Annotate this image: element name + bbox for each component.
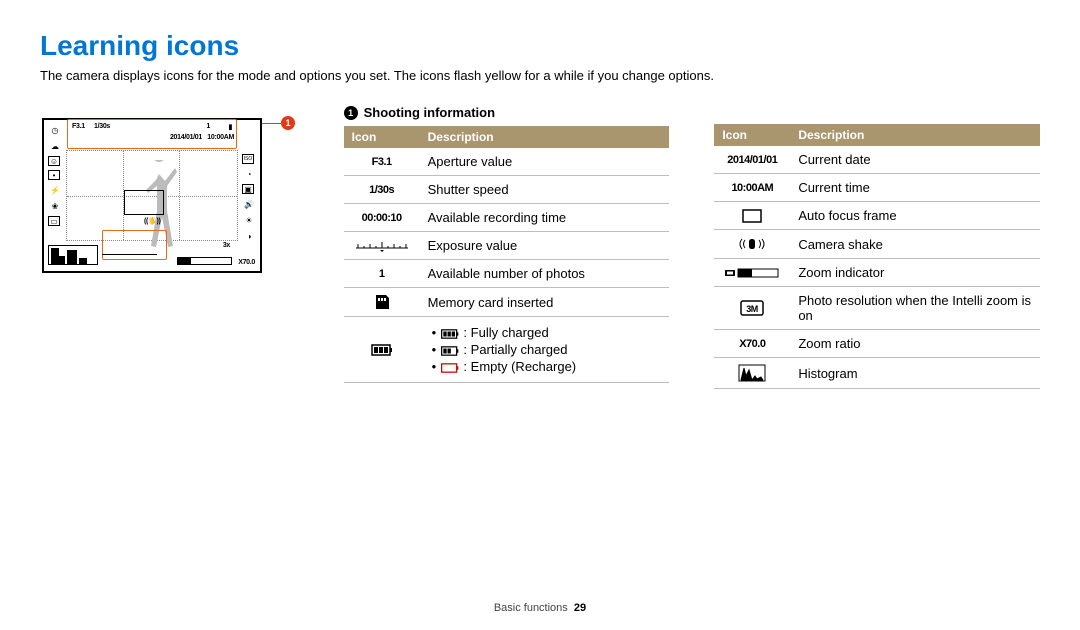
zoom-badge-mini: 3x bbox=[223, 242, 230, 249]
table-row: 3M Photo resolution when the Intelli zoo… bbox=[714, 287, 1040, 330]
icon-table-1: Icon Description F3.1 Aperture value 1/3… bbox=[344, 126, 670, 383]
table-row: 10:00AM Current time bbox=[714, 174, 1040, 202]
icon-date: 2014/01/01 bbox=[714, 146, 790, 174]
table-row: 2014/01/01 Current date bbox=[714, 146, 1040, 174]
icon-zoom-ratio: X70.0 bbox=[714, 330, 790, 358]
icon-rectime: 00:00:10 bbox=[344, 204, 420, 232]
iso-icon: ISO bbox=[242, 154, 254, 164]
sound-icon: 🔊 bbox=[242, 198, 256, 210]
desc-resolution: Photo resolution when the Intelli zoom i… bbox=[790, 287, 1040, 330]
desc-aperture: Aperture value bbox=[420, 148, 670, 176]
focus-frame bbox=[124, 190, 164, 215]
content-columns: 1 ◷ ☁ ☺ • ⚡ ❀ ▭ F3.1 1/30s 1 ▮ 2014/01/0… bbox=[40, 105, 1040, 389]
left-icon-stack: ◷ ☁ ☺ • ⚡ ❀ ▭ bbox=[48, 124, 62, 226]
camera-illustration: 1 ◷ ☁ ☺ • ⚡ ❀ ▭ F3.1 1/30s 1 ▮ 2014/01/0… bbox=[40, 105, 299, 389]
cloud-icon: ☁ bbox=[48, 140, 62, 152]
th-icon-2: Icon bbox=[714, 124, 790, 146]
footer-page: 29 bbox=[574, 602, 586, 614]
desc-zoom-ind: Zoom indicator bbox=[790, 259, 1040, 287]
page-subtitle: The camera displays icons for the mode a… bbox=[40, 68, 1040, 83]
flash-icon: ⚡ bbox=[48, 184, 62, 196]
table-row: Histogram bbox=[714, 358, 1040, 389]
af-icon: ▣ bbox=[242, 184, 254, 194]
desc-time: Current time bbox=[790, 174, 1040, 202]
zoom-ratio-mini: X70.0 bbox=[238, 259, 255, 266]
exposure-scale-icon bbox=[344, 232, 420, 260]
section-header: 1 Shooting information bbox=[344, 105, 670, 120]
screen-shots: 1 bbox=[206, 123, 210, 130]
icon-time: 10:00AM bbox=[714, 174, 790, 202]
callout-badge: 1 bbox=[281, 116, 295, 130]
desc-date: Current date bbox=[790, 146, 1040, 174]
footer-section: Basic functions bbox=[494, 602, 568, 614]
th-icon: Icon bbox=[344, 126, 420, 148]
table-row: Camera shake bbox=[714, 230, 1040, 259]
shooting-info-column: 1 Shooting information Icon Description … bbox=[344, 105, 670, 389]
section-title: Shooting information bbox=[364, 105, 495, 120]
table-row: 00:00:10 Available recording time bbox=[344, 204, 670, 232]
desc-zoom-ratio: Zoom ratio bbox=[790, 330, 1040, 358]
desc-shots: Available number of photos bbox=[420, 260, 670, 288]
battery-icon bbox=[344, 317, 420, 383]
exposure-mini bbox=[102, 250, 157, 258]
expo-icon: ☀ bbox=[242, 214, 256, 226]
desc-exposure: Exposure value bbox=[420, 232, 670, 260]
page-footer: Basic functions 29 bbox=[0, 602, 1080, 614]
table-row: Auto focus frame bbox=[714, 202, 1040, 230]
table-row: • : Fully charged • bbox=[344, 317, 670, 383]
table-row: Memory card inserted bbox=[344, 288, 670, 317]
section-number-badge: 1 bbox=[344, 106, 358, 120]
histogram-icon bbox=[714, 358, 790, 389]
face-icon: ☺ bbox=[48, 156, 60, 166]
focus-frame-icon bbox=[714, 202, 790, 230]
icon-shutter: 1/30s bbox=[344, 176, 420, 204]
memory-card-icon bbox=[344, 288, 420, 317]
desc-focus: Auto focus frame bbox=[790, 202, 1040, 230]
icon-aperture: F3.1 bbox=[344, 148, 420, 176]
histogram-mini bbox=[48, 245, 98, 265]
screen-card-mini: ▮ bbox=[228, 123, 232, 131]
table-row: F3.1 Aperture value bbox=[344, 148, 670, 176]
desc-shake: Camera shake bbox=[790, 230, 1040, 259]
battery-half-row: • : Partially charged bbox=[432, 342, 662, 357]
page-title: Learning icons bbox=[40, 30, 1040, 62]
screen-time: 10:00AM bbox=[207, 134, 234, 141]
screen-shutter: 1/30s bbox=[94, 123, 110, 130]
zoom-indicator-icon bbox=[714, 259, 790, 287]
timer-icon: ◔ bbox=[242, 168, 256, 180]
icon-shots: 1 bbox=[344, 260, 420, 288]
desc-battery: • : Fully charged • bbox=[420, 317, 670, 383]
macro-icon: ❀ bbox=[48, 200, 62, 212]
shake-mini: ((🖐)) bbox=[144, 217, 161, 225]
right-icon-stack: ISO ◔ ▣ 🔊 ☀ ◑ bbox=[242, 154, 256, 242]
desc-histogram: Histogram bbox=[790, 358, 1040, 389]
meter-icon: • bbox=[48, 170, 60, 180]
table-row: Exposure value bbox=[344, 232, 670, 260]
table-row: 1 Available number of photos bbox=[344, 260, 670, 288]
desc-rectime: Available recording time bbox=[420, 204, 670, 232]
drive-icon: ▭ bbox=[48, 216, 60, 226]
camera-screen: 1 ◷ ☁ ☺ • ⚡ ❀ ▭ F3.1 1/30s 1 ▮ 2014/01/0… bbox=[42, 118, 262, 273]
th-desc: Description bbox=[420, 126, 670, 148]
th-desc-2: Description bbox=[790, 124, 1040, 146]
table-row: 1/30s Shutter speed bbox=[344, 176, 670, 204]
mode-icon: ◷ bbox=[48, 124, 62, 136]
battery-empty-row: • : Empty (Recharge) bbox=[432, 359, 662, 374]
zoom-indicator-mini bbox=[177, 257, 232, 265]
table-row: Zoom indicator bbox=[714, 259, 1040, 287]
screen-aperture: F3.1 bbox=[72, 123, 85, 130]
table-row: X70.0 Zoom ratio bbox=[714, 330, 1040, 358]
icon-table-2-column: Icon Description 2014/01/01 Current date… bbox=[714, 105, 1040, 389]
desc-memcard: Memory card inserted bbox=[420, 288, 670, 317]
icon-table-2: Icon Description 2014/01/01 Current date… bbox=[714, 124, 1040, 389]
desc-shutter: Shutter speed bbox=[420, 176, 670, 204]
screen-date: 2014/01/01 bbox=[170, 134, 202, 141]
resolution-badge-icon: 3M bbox=[714, 287, 790, 330]
battery-full-row: • : Fully charged bbox=[432, 325, 662, 340]
lamp-icon: ◑ bbox=[242, 230, 256, 242]
svg-text:3M: 3M bbox=[747, 304, 759, 314]
camera-shake-icon bbox=[714, 230, 790, 259]
